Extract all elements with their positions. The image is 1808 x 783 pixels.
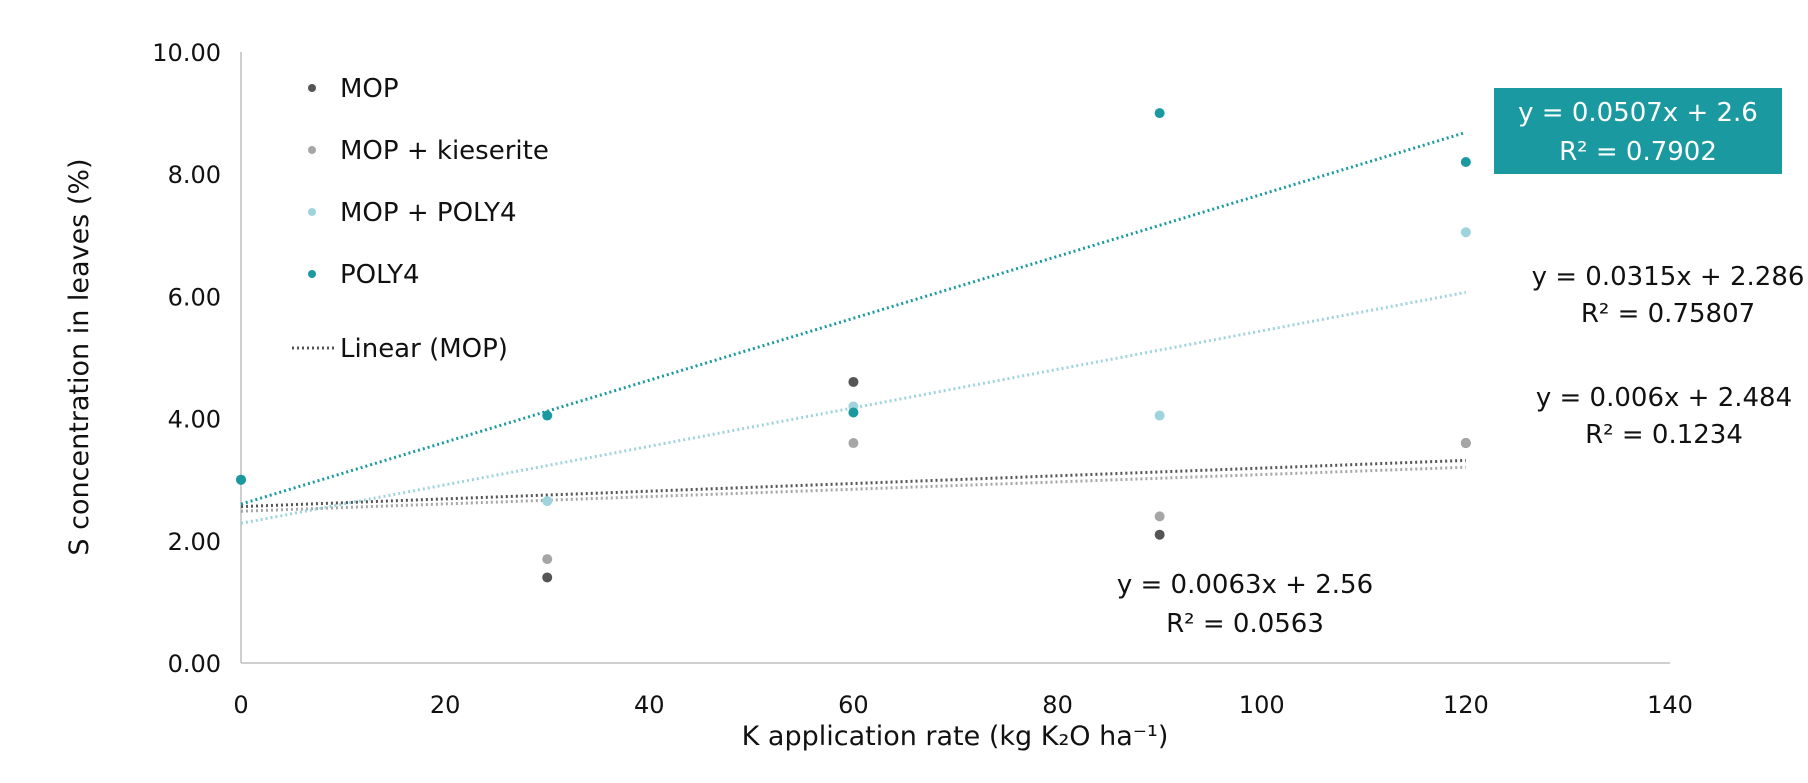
legend-label-mop-poly4: MOP + POLY4 [340, 198, 517, 228]
point-poly4 [542, 410, 553, 421]
point-mop-kieserite [848, 438, 859, 449]
mop-kieserite-r2: R² = 0.1234 [1585, 420, 1743, 450]
legend-marker-mop-poly4 [308, 208, 316, 216]
poly4-equation: y = 0.0507x + 2.6 [1518, 98, 1758, 128]
legend-label-linear-mop: Linear (MOP) [340, 334, 508, 364]
legend-label-poly4: POLY4 [340, 260, 420, 290]
mop-equation: y = 0.0063x + 2.56 [1117, 570, 1373, 600]
trendline-mop-kieserite [240, 465, 1466, 513]
point-mop-poly4 [542, 496, 553, 507]
legend-marker-poly4 [308, 270, 316, 278]
legend-marker-mop-kieserite [308, 146, 316, 154]
mop-kieserite-equation: y = 0.006x + 2.484 [1536, 383, 1792, 413]
y-tick-label: 4.00 [168, 406, 221, 434]
point-poly4 [1154, 108, 1165, 119]
point-mop [542, 572, 553, 583]
x-tick-labels: 0 20 40 60 80 100 120 140 [233, 691, 1693, 719]
x-axis-label: K application rate (kg K₂O ha⁻¹) [742, 721, 1169, 752]
mop-poly4-r2: R² = 0.75807 [1581, 299, 1755, 329]
point-poly4 [848, 407, 859, 418]
point-mop-poly4 [1460, 227, 1471, 238]
x-tick-label: 60 [838, 691, 869, 719]
point-mop [848, 376, 859, 387]
point-mop-kieserite [542, 554, 553, 565]
poly4-equation-box: y = 0.0507x + 2.6 R² = 0.7902 [1494, 88, 1782, 174]
x-tick-label: 20 [430, 691, 461, 719]
legend-label-mop-kieserite: MOP + kieserite [340, 136, 549, 166]
x-tick-label: 100 [1239, 691, 1285, 719]
poly4-r2: R² = 0.7902 [1559, 137, 1717, 167]
x-tick-label: 140 [1647, 691, 1693, 719]
y-tick-label: 10.00 [152, 39, 221, 67]
x-tick-label: 40 [634, 691, 665, 719]
y-tick-label: 0.00 [168, 650, 221, 678]
point-poly4 [1460, 156, 1471, 167]
y-axis-label: S concentration in leaves (%) [64, 158, 95, 555]
y-tick-label: 2.00 [168, 528, 221, 556]
mop-r2: R² = 0.0563 [1166, 609, 1324, 639]
trendline-mop [240, 458, 1466, 509]
legend-label-mop: MOP [340, 74, 399, 104]
trendline-poly4 [240, 130, 1467, 506]
legend: MOP MOP + kieserite MOP + POLY4 POLY4 Li… [292, 74, 549, 364]
point-mop-poly4 [1154, 410, 1165, 421]
trendlines [240, 130, 1467, 525]
x-tick-label: 120 [1443, 691, 1489, 719]
data-points [236, 108, 1471, 583]
point-mop [1154, 529, 1165, 540]
x-tick-label: 0 [233, 691, 248, 719]
y-tick-label: 6.00 [168, 283, 221, 311]
mop-poly4-equation: y = 0.0315x + 2.286 [1532, 262, 1805, 292]
point-mop-kieserite [1460, 438, 1471, 449]
x-tick-label: 80 [1042, 691, 1073, 719]
legend-marker-mop [308, 84, 316, 92]
point-poly4 [236, 474, 246, 485]
y-tick-label: 8.00 [168, 161, 221, 189]
y-tick-labels: 0.00 2.00 4.00 6.00 8.00 10.00 [152, 39, 221, 678]
poly4-equation-background [1494, 88, 1782, 174]
point-mop-kieserite [1154, 511, 1165, 522]
